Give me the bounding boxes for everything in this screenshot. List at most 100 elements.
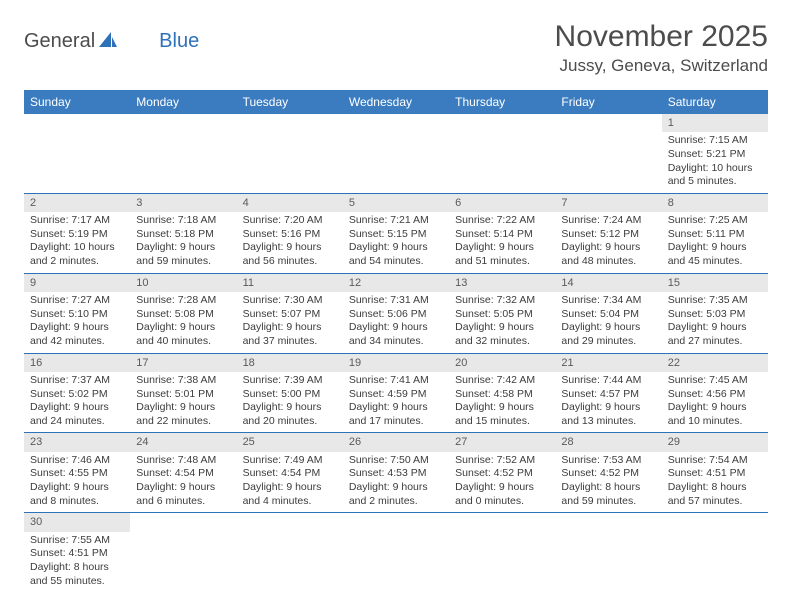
day-cell: ....	[237, 513, 343, 592]
day-cell: 18Sunrise: 7:39 AMSunset: 5:00 PMDayligh…	[237, 354, 343, 434]
daylight-text: Daylight: 9 hours and 27 minutes.	[668, 321, 762, 348]
day-cell: 13Sunrise: 7:32 AMSunset: 5:05 PMDayligh…	[449, 274, 555, 354]
day-number: 10	[130, 274, 236, 292]
sunset-text: Sunset: 5:03 PM	[668, 308, 762, 322]
day-number: 21	[555, 354, 661, 372]
sunrise-text: Sunrise: 7:54 AM	[668, 454, 762, 468]
sunrise-text: Sunrise: 7:25 AM	[668, 214, 762, 228]
daylight-text: Daylight: 8 hours and 55 minutes.	[30, 561, 124, 588]
daylight-text: Daylight: 9 hours and 2 minutes.	[349, 481, 443, 508]
day-cell: 25 Sunrise: 7:49 AMSunset: 4:54 PMDayligh…	[237, 433, 343, 513]
sunrise-text: Sunrise: 7:49 AM	[243, 454, 337, 468]
day-number: 13	[449, 274, 555, 292]
day-cell: ....	[662, 513, 768, 592]
daylight-text: Daylight: 9 hours and 22 minutes.	[136, 401, 230, 428]
day-cell: 3Sunrise: 7:18 AMSunset: 5:18 PMDaylight…	[130, 194, 236, 274]
sunrise-text: Sunrise: 7:22 AM	[455, 214, 549, 228]
day-cell: 4Sunrise: 7:20 AMSunset: 5:16 PMDaylight…	[237, 194, 343, 274]
sunrise-text: Sunrise: 7:53 AM	[561, 454, 655, 468]
month-title: November 2025	[555, 20, 768, 54]
weekday-header: Wednesday	[343, 90, 449, 114]
daylight-text: Daylight: 9 hours and 20 minutes.	[243, 401, 337, 428]
day-body: Sunrise: 7:15 AMSunset: 5:21 PMDaylight:…	[662, 132, 768, 193]
day-cell: 14Sunrise: 7:34 AMSunset: 5:04 PMDayligh…	[555, 274, 661, 354]
day-number: 3	[130, 194, 236, 212]
day-number: 4	[237, 194, 343, 212]
day-cell: 7Sunrise: 7:24 AMSunset: 5:12 PMDaylight…	[555, 194, 661, 274]
day-cell: 15Sunrise: 7:35 AMSunset: 5:03 PMDayligh…	[662, 274, 768, 354]
daylight-text: Daylight: 9 hours and 0 minutes.	[455, 481, 549, 508]
sunset-text: Sunset: 4:58 PM	[455, 388, 549, 402]
logo-text-2: Blue	[159, 30, 199, 53]
day-body: Sunrise: 7:50 AMSunset: 4:53 PMDaylight:…	[343, 452, 449, 513]
day-number: 1	[662, 114, 768, 132]
logo: General Blue	[24, 20, 199, 53]
day-body: Sunrise: 7:48 AMSunset: 4:54 PMDaylight:…	[130, 452, 236, 513]
sunset-text: Sunset: 4:55 PM	[30, 467, 124, 481]
sunrise-text: Sunrise: 7:18 AM	[136, 214, 230, 228]
weekday-header: Saturday	[662, 90, 768, 114]
day-cell: ....	[449, 114, 555, 194]
day-number: 12	[343, 274, 449, 292]
day-cell: ....	[237, 114, 343, 194]
day-body: Sunrise: 7:31 AMSunset: 5:06 PMDaylight:…	[343, 292, 449, 353]
day-body: Sunrise: 7:45 AMSunset: 4:56 PMDaylight:…	[662, 372, 768, 433]
day-cell: ....	[343, 114, 449, 194]
sunset-text: Sunset: 5:16 PM	[243, 228, 337, 242]
day-cell: 20Sunrise: 7:42 AMSunset: 4:58 PMDayligh…	[449, 354, 555, 434]
day-cell: 30Sunrise: 7:55 AMSunset: 4:51 PMDayligh…	[24, 513, 130, 592]
day-body: Sunrise: 7:32 AMSunset: 5:05 PMDaylight:…	[449, 292, 555, 353]
sunrise-text: Sunrise: 7:52 AM	[455, 454, 549, 468]
weekday-header: Thursday	[449, 90, 555, 114]
page-header: General Blue November 2025 Jussy, Geneva…	[24, 20, 768, 76]
sunset-text: Sunset: 5:06 PM	[349, 308, 443, 322]
sunrise-text: Sunrise: 7:15 AM	[668, 134, 762, 148]
sunrise-text: Sunrise: 7:32 AM	[455, 294, 549, 308]
daylight-text: Daylight: 10 hours and 2 minutes.	[30, 241, 124, 268]
daylight-text: Daylight: 9 hours and 54 minutes.	[349, 241, 443, 268]
daylight-text: Daylight: 8 hours and 59 minutes.	[561, 481, 655, 508]
sunrise-text: Sunrise: 7:35 AM	[668, 294, 762, 308]
day-number: 11	[237, 274, 343, 292]
day-body: Sunrise: 7:39 AMSunset: 5:00 PMDaylight:…	[237, 372, 343, 433]
day-number: 18	[237, 354, 343, 372]
day-body: Sunrise: 7:54 AMSunset: 4:51 PMDaylight:…	[662, 452, 768, 513]
title-block: November 2025 Jussy, Geneva, Switzerland	[555, 20, 768, 76]
day-body: Sunrise: 7:46 AMSunset: 4:55 PMDaylight:…	[24, 452, 130, 513]
day-number: 7	[555, 194, 661, 212]
sunrise-text: Sunrise: 7:45 AM	[668, 374, 762, 388]
daylight-text: Daylight: 9 hours and 4 minutes.	[243, 481, 337, 508]
day-number: 23	[24, 433, 130, 451]
day-number: 30	[24, 513, 130, 531]
sunrise-text: Sunrise: 7:50 AM	[349, 454, 443, 468]
sunset-text: Sunset: 4:57 PM	[561, 388, 655, 402]
day-body: Sunrise: 7:53 AMSunset: 4:52 PMDaylight:…	[555, 452, 661, 513]
day-number: 22	[662, 354, 768, 372]
weekday-header: Monday	[130, 90, 236, 114]
day-body: Sunrise: 7:18 AMSunset: 5:18 PMDaylight:…	[130, 212, 236, 273]
day-cell: 8Sunrise: 7:25 AMSunset: 5:11 PMDaylight…	[662, 194, 768, 274]
day-cell: ....	[343, 513, 449, 592]
sunrise-text: Sunrise: 7:55 AM	[30, 534, 124, 548]
day-number: 19	[343, 354, 449, 372]
daylight-text: Daylight: 8 hours and 57 minutes.	[668, 481, 762, 508]
sunset-text: Sunset: 5:18 PM	[136, 228, 230, 242]
day-number: 8	[662, 194, 768, 212]
day-number: 25	[237, 433, 343, 451]
sunset-text: Sunset: 4:51 PM	[668, 467, 762, 481]
sunrise-text: Sunrise: 7:28 AM	[136, 294, 230, 308]
day-number: 14	[555, 274, 661, 292]
daylight-text: Daylight: 10 hours and 5 minutes.	[668, 162, 762, 189]
weekday-header: Friday	[555, 90, 661, 114]
day-cell: 6Sunrise: 7:22 AMSunset: 5:14 PMDaylight…	[449, 194, 555, 274]
sunset-text: Sunset: 4:53 PM	[349, 467, 443, 481]
daylight-text: Daylight: 9 hours and 29 minutes.	[561, 321, 655, 348]
day-number: 20	[449, 354, 555, 372]
sunrise-text: Sunrise: 7:38 AM	[136, 374, 230, 388]
sunset-text: Sunset: 4:54 PM	[243, 467, 337, 481]
daylight-text: Daylight: 9 hours and 6 minutes.	[136, 481, 230, 508]
day-cell: 12Sunrise: 7:31 AMSunset: 5:06 PMDayligh…	[343, 274, 449, 354]
calendar-grid: ........................1Sunrise: 7:15 A…	[24, 114, 768, 592]
sunset-text: Sunset: 5:19 PM	[30, 228, 124, 242]
sunset-text: Sunset: 5:10 PM	[30, 308, 124, 322]
